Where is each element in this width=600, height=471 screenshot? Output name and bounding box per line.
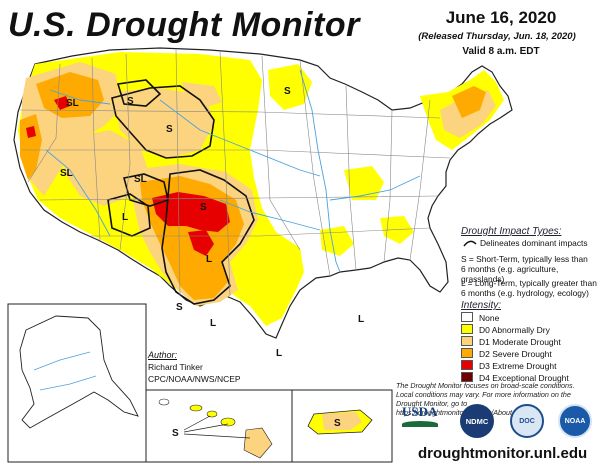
usda-logo: USDA <box>402 404 440 434</box>
impact-s-line2: 6 months (e.g. agriculture, grasslands) <box>461 264 559 284</box>
noaa-logo: NOAA <box>558 404 592 438</box>
usda-logo-hills <box>402 421 438 427</box>
impact-delineates: Delineates dominant impacts <box>480 238 588 248</box>
usda-logo-text: USDA <box>402 404 438 419</box>
release-date: (Released Thursday, Jun. 18, 2020) <box>418 31 576 42</box>
intensity-swatch <box>461 372 473 382</box>
label-l-4: L <box>276 348 282 359</box>
intensity-label: D0 Abnormally Dry <box>479 325 550 335</box>
state-borders <box>19 49 451 297</box>
intensity-label: D4 Exceptional Drought <box>479 373 569 383</box>
ndmc-logo: NDMC <box>460 404 494 438</box>
doc-logo: DOC <box>510 404 544 438</box>
intensity-title: Intensity: <box>461 300 502 311</box>
disclaimer-line1: The Drought Monitor focuses on broad-sca… <box>396 381 575 390</box>
rivers <box>45 69 421 273</box>
author-name: Richard Tinker <box>148 362 203 372</box>
intensity-item: D3 Extreme Drought <box>461 360 556 371</box>
hawaii-impact-lines <box>183 415 251 439</box>
label-l-5: L <box>358 314 364 325</box>
noaa-logo-text: NOAA <box>564 417 586 425</box>
label-s-4: S <box>200 202 207 213</box>
ndmc-logo-text: NDMC <box>465 416 489 426</box>
intensity-swatch <box>461 360 473 370</box>
intensity-swatch <box>461 348 473 358</box>
label-s-pr: S <box>334 418 341 429</box>
impact-boundaries <box>107 79 255 305</box>
intensity-swatch <box>461 312 473 322</box>
intensity-label: None <box>479 313 500 323</box>
alaska-rivers <box>33 351 97 391</box>
author-heading: Author: <box>148 350 178 360</box>
label-s-5: S <box>176 302 183 313</box>
impact-l-line2: 6 months (e.g. hydrology, ecology) <box>461 288 589 298</box>
label-sl-2: SL <box>60 168 73 179</box>
label-l-3: L <box>210 318 216 329</box>
website-url[interactable]: droughtmonitor.unl.edu <box>418 445 588 462</box>
alaska-outline <box>19 315 139 429</box>
disclaimer-line2: Local conditions may vary. For more info… <box>396 390 571 399</box>
impact-l-line1: L = Long-Term, typically greater than <box>461 278 597 288</box>
puerto-rico-d1 <box>322 412 362 430</box>
doc-logo-text: DOC <box>519 417 535 425</box>
label-sl-1: SL <box>66 98 79 109</box>
intensity-swatch <box>461 324 473 334</box>
hawaii-islands <box>158 398 273 459</box>
map-date: June 16, 2020 <box>445 8 557 27</box>
label-s-2: S <box>166 124 173 135</box>
impact-s-line1: S = Short-Term, typically less than <box>461 254 588 264</box>
label-s-1: S <box>127 96 134 107</box>
intensity-label: D2 Severe Drought <box>479 349 552 359</box>
intensity-item: D2 Severe Drought <box>461 348 552 359</box>
impact-types-title: Drought Impact Types: <box>461 226 562 237</box>
label-l-2: L <box>206 254 212 265</box>
intensity-item: D0 Abnormally Dry <box>461 324 550 335</box>
label-s-hawaii: S <box>172 428 179 439</box>
map-title: U.S. Drought Monitor <box>8 6 360 44</box>
intensity-item: D1 Moderate Drought <box>461 336 561 347</box>
intensity-label: D1 Moderate Drought <box>479 337 561 347</box>
intensity-item: None <box>461 312 499 323</box>
impact-line-glyph <box>463 240 477 247</box>
author-org: CPC/NOAA/NWS/NCEP <box>148 374 241 384</box>
intensity-swatch <box>461 336 473 346</box>
label-sl-3: SL <box>134 174 147 185</box>
valid-time: Valid 8 a.m. EDT <box>462 46 540 57</box>
intensity-item: D4 Exceptional Drought <box>461 372 569 383</box>
label-l-1: L <box>122 212 128 223</box>
intensity-label: D3 Extreme Drought <box>479 361 557 371</box>
label-s-3: S <box>284 86 291 97</box>
